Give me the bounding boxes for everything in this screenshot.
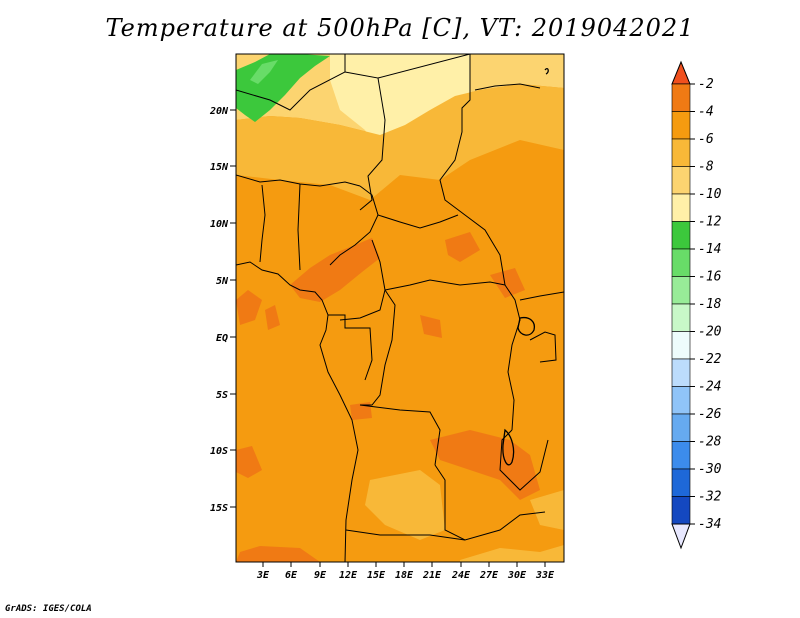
- colorbar-box: [671, 138, 691, 167]
- colorbar-box: [671, 221, 691, 250]
- colorbar-box: [671, 111, 691, 140]
- colorbar-box: [671, 303, 691, 332]
- colorbar-label: -12: [698, 215, 722, 230]
- colorbar-label: -18: [698, 297, 722, 312]
- lat-label: EQ: [216, 333, 228, 344]
- lon-label: 3E: [256, 570, 270, 581]
- colorbar-label: -34: [698, 517, 721, 532]
- colorbar-label: -20: [698, 325, 722, 340]
- lat-label: 5S: [216, 390, 228, 401]
- colorbar-box: [671, 193, 691, 222]
- colorbar-bottom-arrow: [671, 523, 691, 550]
- temperature-field: [236, 54, 564, 562]
- colorbar-box: [671, 413, 691, 442]
- colorbar-label: -4: [698, 105, 714, 120]
- lat-label: 5N: [216, 276, 229, 287]
- lon-label: 33E: [535, 570, 555, 581]
- lat-label: 15N: [210, 162, 229, 173]
- longitude-labels: 3E 6E 9E 12E 15E 18E 21E 24E 27E 30E 33E: [256, 570, 555, 581]
- map-title: Temperature at 500hPa [C], VT: 201904202…: [105, 14, 695, 42]
- colorbar-label: -10: [698, 187, 722, 202]
- colorbar-label: -28: [698, 435, 722, 450]
- colorbar-label: -8: [698, 160, 714, 175]
- colorbar-label: -2: [698, 77, 714, 92]
- lon-label: 6E: [285, 570, 298, 581]
- colorbar-labels: -2 -4 -6 -8 -10 -12 -14 -16 -18 -20 -22 -24 -26 -28 -3…: [690, 77, 722, 532]
- lon-label: 12E: [339, 570, 358, 581]
- colorbar-box: [671, 248, 691, 277]
- colorbar-top-arrow: [671, 60, 691, 85]
- colorbar-box: [671, 496, 691, 525]
- colorbar-box: [671, 441, 691, 470]
- colorbar: [671, 60, 691, 550]
- lat-label: 20N: [209, 106, 229, 117]
- colorbar-label: -30: [698, 462, 722, 477]
- lon-label: 15E: [367, 570, 386, 581]
- map-frame: [235, 53, 565, 563]
- colorbar-box: [671, 386, 691, 415]
- lat-label: 10S: [210, 446, 228, 457]
- colorbar-label: -32: [698, 490, 722, 505]
- colorbar-label: -24: [698, 380, 721, 395]
- colorbar-box: [671, 83, 691, 112]
- lon-label: 9E: [314, 570, 327, 581]
- colorbar-label: -14: [698, 242, 721, 257]
- colorbar-label: -26: [698, 407, 722, 422]
- lat-label: 10N: [210, 219, 229, 230]
- colorbar-label: -16: [698, 270, 722, 285]
- latitude-labels: 20N 15N 10N 5N EQ 5S 10S 15S: [209, 106, 229, 514]
- colorbar-box: [671, 166, 691, 195]
- lon-label: 18E: [395, 570, 414, 581]
- colorbar-box: [671, 276, 691, 305]
- colorbar-box: [671, 468, 691, 497]
- lon-label: 21E: [422, 570, 442, 581]
- lon-label: 24E: [451, 570, 471, 581]
- colorbar-box: [671, 331, 691, 360]
- colorbar-label: -22: [698, 352, 722, 367]
- colorbar-label: -6: [698, 132, 714, 147]
- lon-label: 30E: [507, 570, 527, 581]
- grads-credit: GrADS: IGES/COLA: [5, 604, 92, 614]
- lat-label: 15S: [210, 503, 228, 514]
- colorbar-box: [671, 358, 691, 387]
- lon-label: 27E: [479, 570, 499, 581]
